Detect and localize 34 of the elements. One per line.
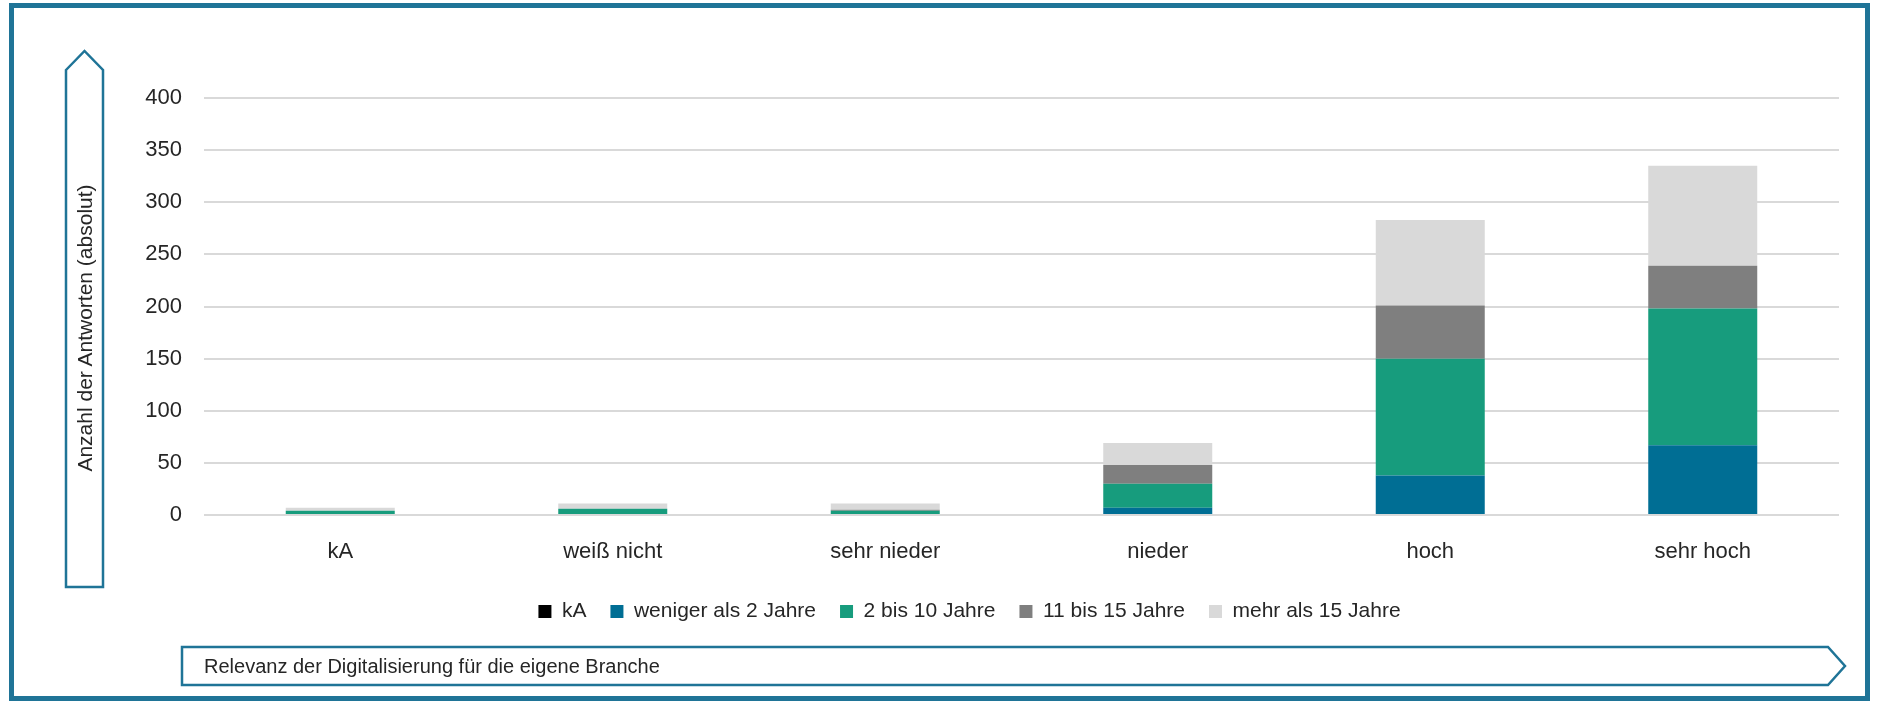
x-tick-label: sehr nieder: [830, 538, 941, 564]
y-tick-label: 100: [145, 396, 182, 422]
bar: [1375, 358, 1485, 476]
bar: [1103, 507, 1213, 514]
bar: [1375, 475, 1485, 514]
bar: [1648, 265, 1758, 309]
bar: [558, 503, 668, 509]
bar: [1648, 308, 1758, 446]
bar: [830, 503, 940, 510]
bar: [1375, 305, 1485, 359]
x-tick-label: sehr hoch: [1654, 538, 1752, 564]
bar: [1103, 483, 1213, 508]
bar: [1103, 464, 1213, 484]
legend-label: mehr als 15 Jahre: [1232, 598, 1401, 622]
y-tick-label: 150: [145, 344, 182, 370]
x-tick-label: nieder: [1127, 538, 1189, 564]
legend-label: 11 bis 15 Jahre: [1042, 598, 1185, 622]
y-tick-label: 400: [145, 84, 182, 110]
bar: [558, 508, 668, 514]
x-tick-label: kA: [327, 538, 354, 564]
y-axis-title: Anzahl der Antworten (absolut): [72, 184, 96, 472]
y-tick-label: 300: [145, 188, 182, 214]
y-tick-label: 200: [145, 292, 182, 318]
bar: [1648, 445, 1758, 514]
x-tick-label: weiß nicht: [562, 538, 663, 564]
y-tick-label: 0: [169, 501, 182, 527]
legend-label: 2 bis 10 Jahre: [863, 598, 996, 622]
y-tick-label: 50: [157, 448, 182, 474]
y-tick-label: 250: [145, 240, 182, 266]
y-tick-label: 350: [145, 136, 182, 162]
legend-label: kA: [561, 598, 587, 622]
x-axis-title: Relevanz der Digitalisierung für die eigene Branche: [204, 655, 660, 677]
x-tick-label: hoch: [1406, 538, 1455, 564]
legend-label: weniger als 2 Jahre: [632, 598, 817, 622]
